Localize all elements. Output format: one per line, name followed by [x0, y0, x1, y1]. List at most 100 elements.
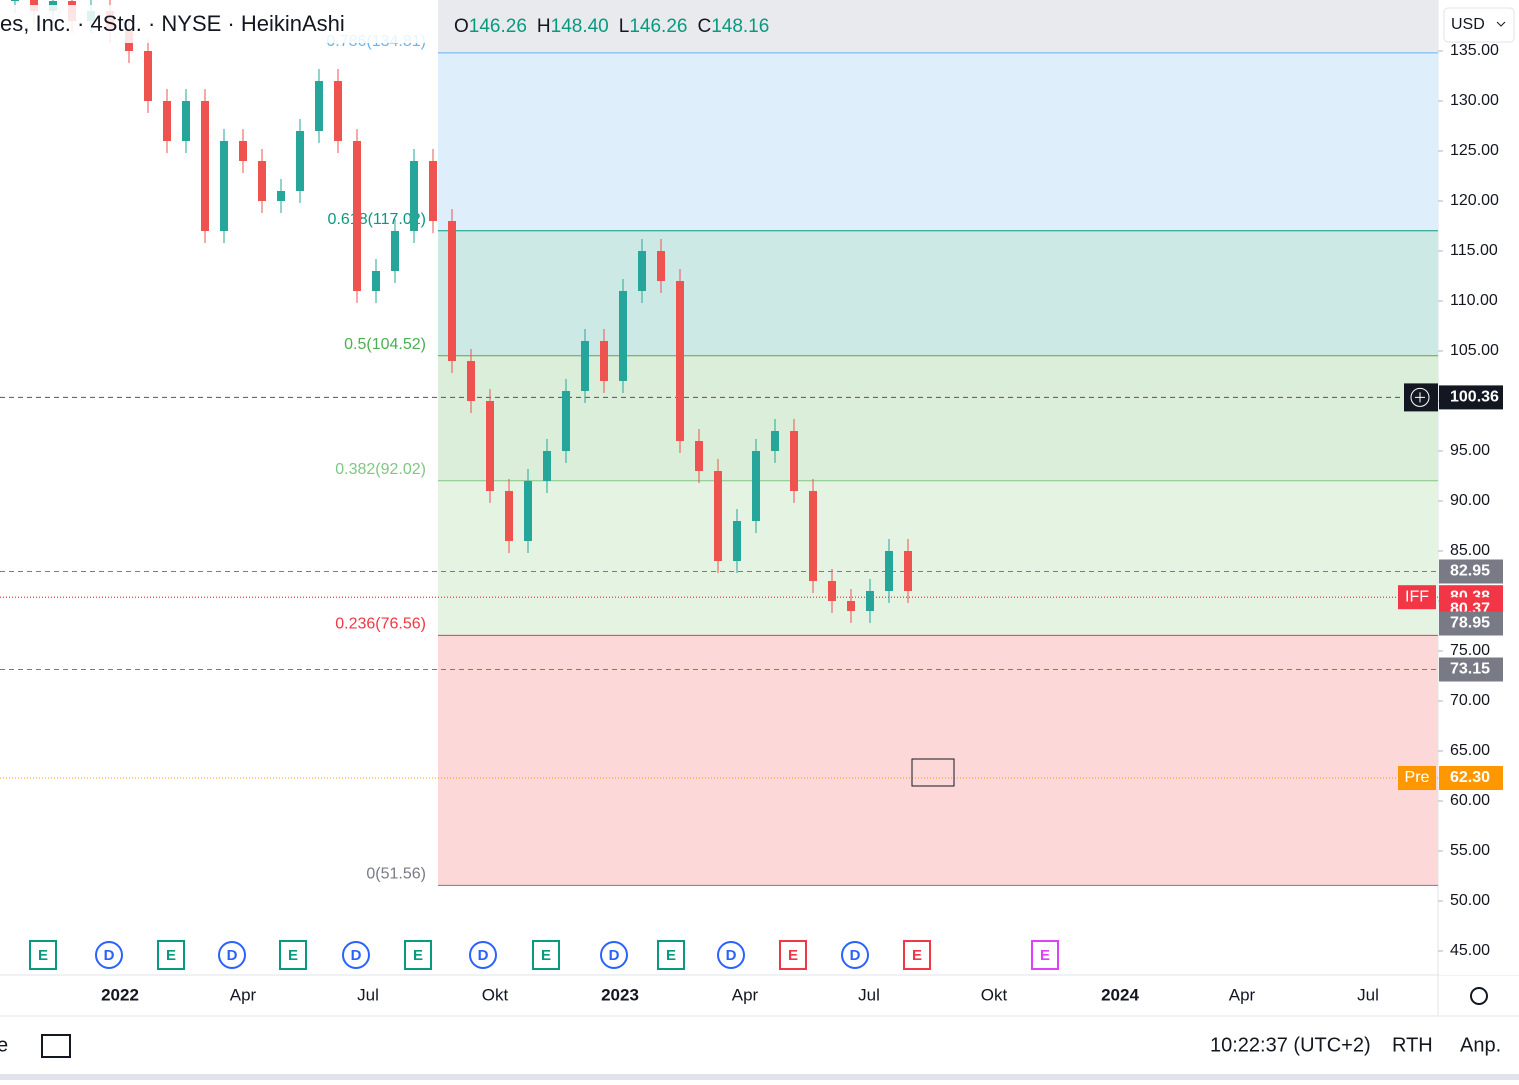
- candle: [277, 191, 285, 201]
- time-label: 2024: [1101, 985, 1139, 1004]
- event-label: E: [788, 947, 798, 964]
- fib-zone: [438, 53, 1438, 231]
- ohlc-value: 146.26: [469, 16, 527, 37]
- candle: [581, 341, 589, 391]
- price-tick-label: 130.00: [1450, 92, 1499, 109]
- fib-zone: [438, 635, 1438, 885]
- price-tag-label: 62.30: [1450, 769, 1490, 786]
- footer-left: e: [0, 1034, 8, 1056]
- candle: [410, 161, 418, 231]
- event-label: E: [1040, 947, 1050, 964]
- event-label: D: [850, 947, 861, 964]
- candle: [885, 551, 893, 591]
- footer-time[interactable]: 10:22:37 (UTC+2): [1210, 1034, 1371, 1056]
- candle: [144, 51, 152, 101]
- time-label: Jul: [858, 985, 880, 1004]
- candle: [790, 431, 798, 491]
- fib-zone: [438, 231, 1438, 356]
- price-tick-label: 50.00: [1450, 892, 1490, 909]
- candle: [315, 81, 323, 131]
- event-label: E: [912, 947, 922, 964]
- candle: [733, 521, 741, 561]
- time-label: 2022: [101, 985, 139, 1004]
- ohlc-value: 148.16: [711, 16, 769, 37]
- candle: [467, 361, 475, 401]
- price-tick-label: 110.00: [1450, 292, 1498, 309]
- price-tick-label: 75.00: [1450, 642, 1490, 659]
- price-tick-label: 95.00: [1450, 442, 1490, 459]
- ohlc-value: 146.26: [629, 16, 687, 37]
- price-tick-label: 85.00: [1450, 542, 1490, 559]
- price-tag: 62.30: [1439, 766, 1503, 790]
- footer-adjust[interactable]: Anp.: [1460, 1034, 1501, 1056]
- ohlc-key: O: [454, 16, 469, 37]
- candle: [429, 161, 437, 221]
- candle: [372, 271, 380, 291]
- ohlc-key: C: [697, 16, 711, 37]
- candle: [847, 601, 855, 611]
- price-tag-label: 82.95: [1450, 563, 1490, 580]
- candle: [676, 281, 684, 441]
- time-label: Jul: [1357, 985, 1379, 1004]
- event-label: D: [104, 947, 115, 964]
- candle: [619, 291, 627, 381]
- price-tick-label: 105.00: [1450, 342, 1499, 359]
- event-label: D: [227, 947, 238, 964]
- candle: [486, 401, 494, 491]
- price-tag: 82.95: [1439, 560, 1503, 584]
- event-label: D: [478, 947, 489, 964]
- price-tag-label: 100.36: [1450, 389, 1499, 406]
- event-label: D: [726, 947, 737, 964]
- bottom-strip: [0, 1074, 1519, 1080]
- fib-label: 0.236(76.56): [335, 616, 426, 633]
- symbol-tag: Pre: [1405, 769, 1430, 786]
- price-tag: 100.36: [1439, 385, 1503, 409]
- candle: [448, 221, 456, 361]
- candle: [524, 481, 532, 541]
- price-tick-label: 65.00: [1450, 742, 1490, 759]
- candle: [809, 491, 817, 581]
- price-tick-label: 70.00: [1450, 692, 1490, 709]
- candle: [866, 591, 874, 611]
- candle: [714, 471, 722, 561]
- symbol-title[interactable]: es, Inc. · 4Std. · NYSE · HeikinAshi: [0, 11, 345, 36]
- time-label: 2023: [601, 985, 639, 1004]
- price-tick-label: 115.00: [1450, 242, 1498, 259]
- fib-label: 0.5(104.52): [344, 336, 426, 353]
- fib-label: 0.382(92.02): [335, 461, 426, 478]
- candle: [771, 431, 779, 451]
- candle: [638, 251, 646, 291]
- time-label: Apr: [230, 985, 257, 1004]
- time-label: Apr: [732, 985, 759, 1004]
- candle: [543, 451, 551, 481]
- time-label: Jul: [357, 985, 379, 1004]
- candle: [562, 391, 570, 451]
- candle: [239, 141, 247, 161]
- fib-zone: [438, 481, 1438, 636]
- fib-label: 0(51.56): [366, 866, 426, 883]
- candle: [904, 551, 912, 591]
- candle: [828, 581, 836, 601]
- price-tick-label: 120.00: [1450, 192, 1499, 209]
- footer-session[interactable]: RTH: [1392, 1034, 1433, 1056]
- price-tag: 78.95: [1439, 612, 1503, 636]
- candle: [182, 101, 190, 141]
- time-label: Apr: [1229, 985, 1256, 1004]
- candle: [353, 141, 361, 291]
- event-label: E: [38, 947, 48, 964]
- price-tag-label: 73.15: [1450, 661, 1490, 678]
- price-tick-label: 45.00: [1450, 942, 1490, 959]
- candle: [752, 451, 760, 521]
- time-label: Okt: [482, 985, 509, 1004]
- price-tick-label: 90.00: [1450, 492, 1490, 509]
- price-tick-label: 125.00: [1450, 142, 1499, 159]
- candle: [600, 341, 608, 381]
- event-label: D: [609, 947, 620, 964]
- candle: [163, 101, 171, 141]
- candle: [296, 131, 304, 191]
- candle: [258, 161, 266, 201]
- ohlc-value: 148.40: [551, 16, 609, 37]
- time-label: Okt: [981, 985, 1008, 1004]
- candle: [220, 141, 228, 231]
- event-label: E: [666, 947, 676, 964]
